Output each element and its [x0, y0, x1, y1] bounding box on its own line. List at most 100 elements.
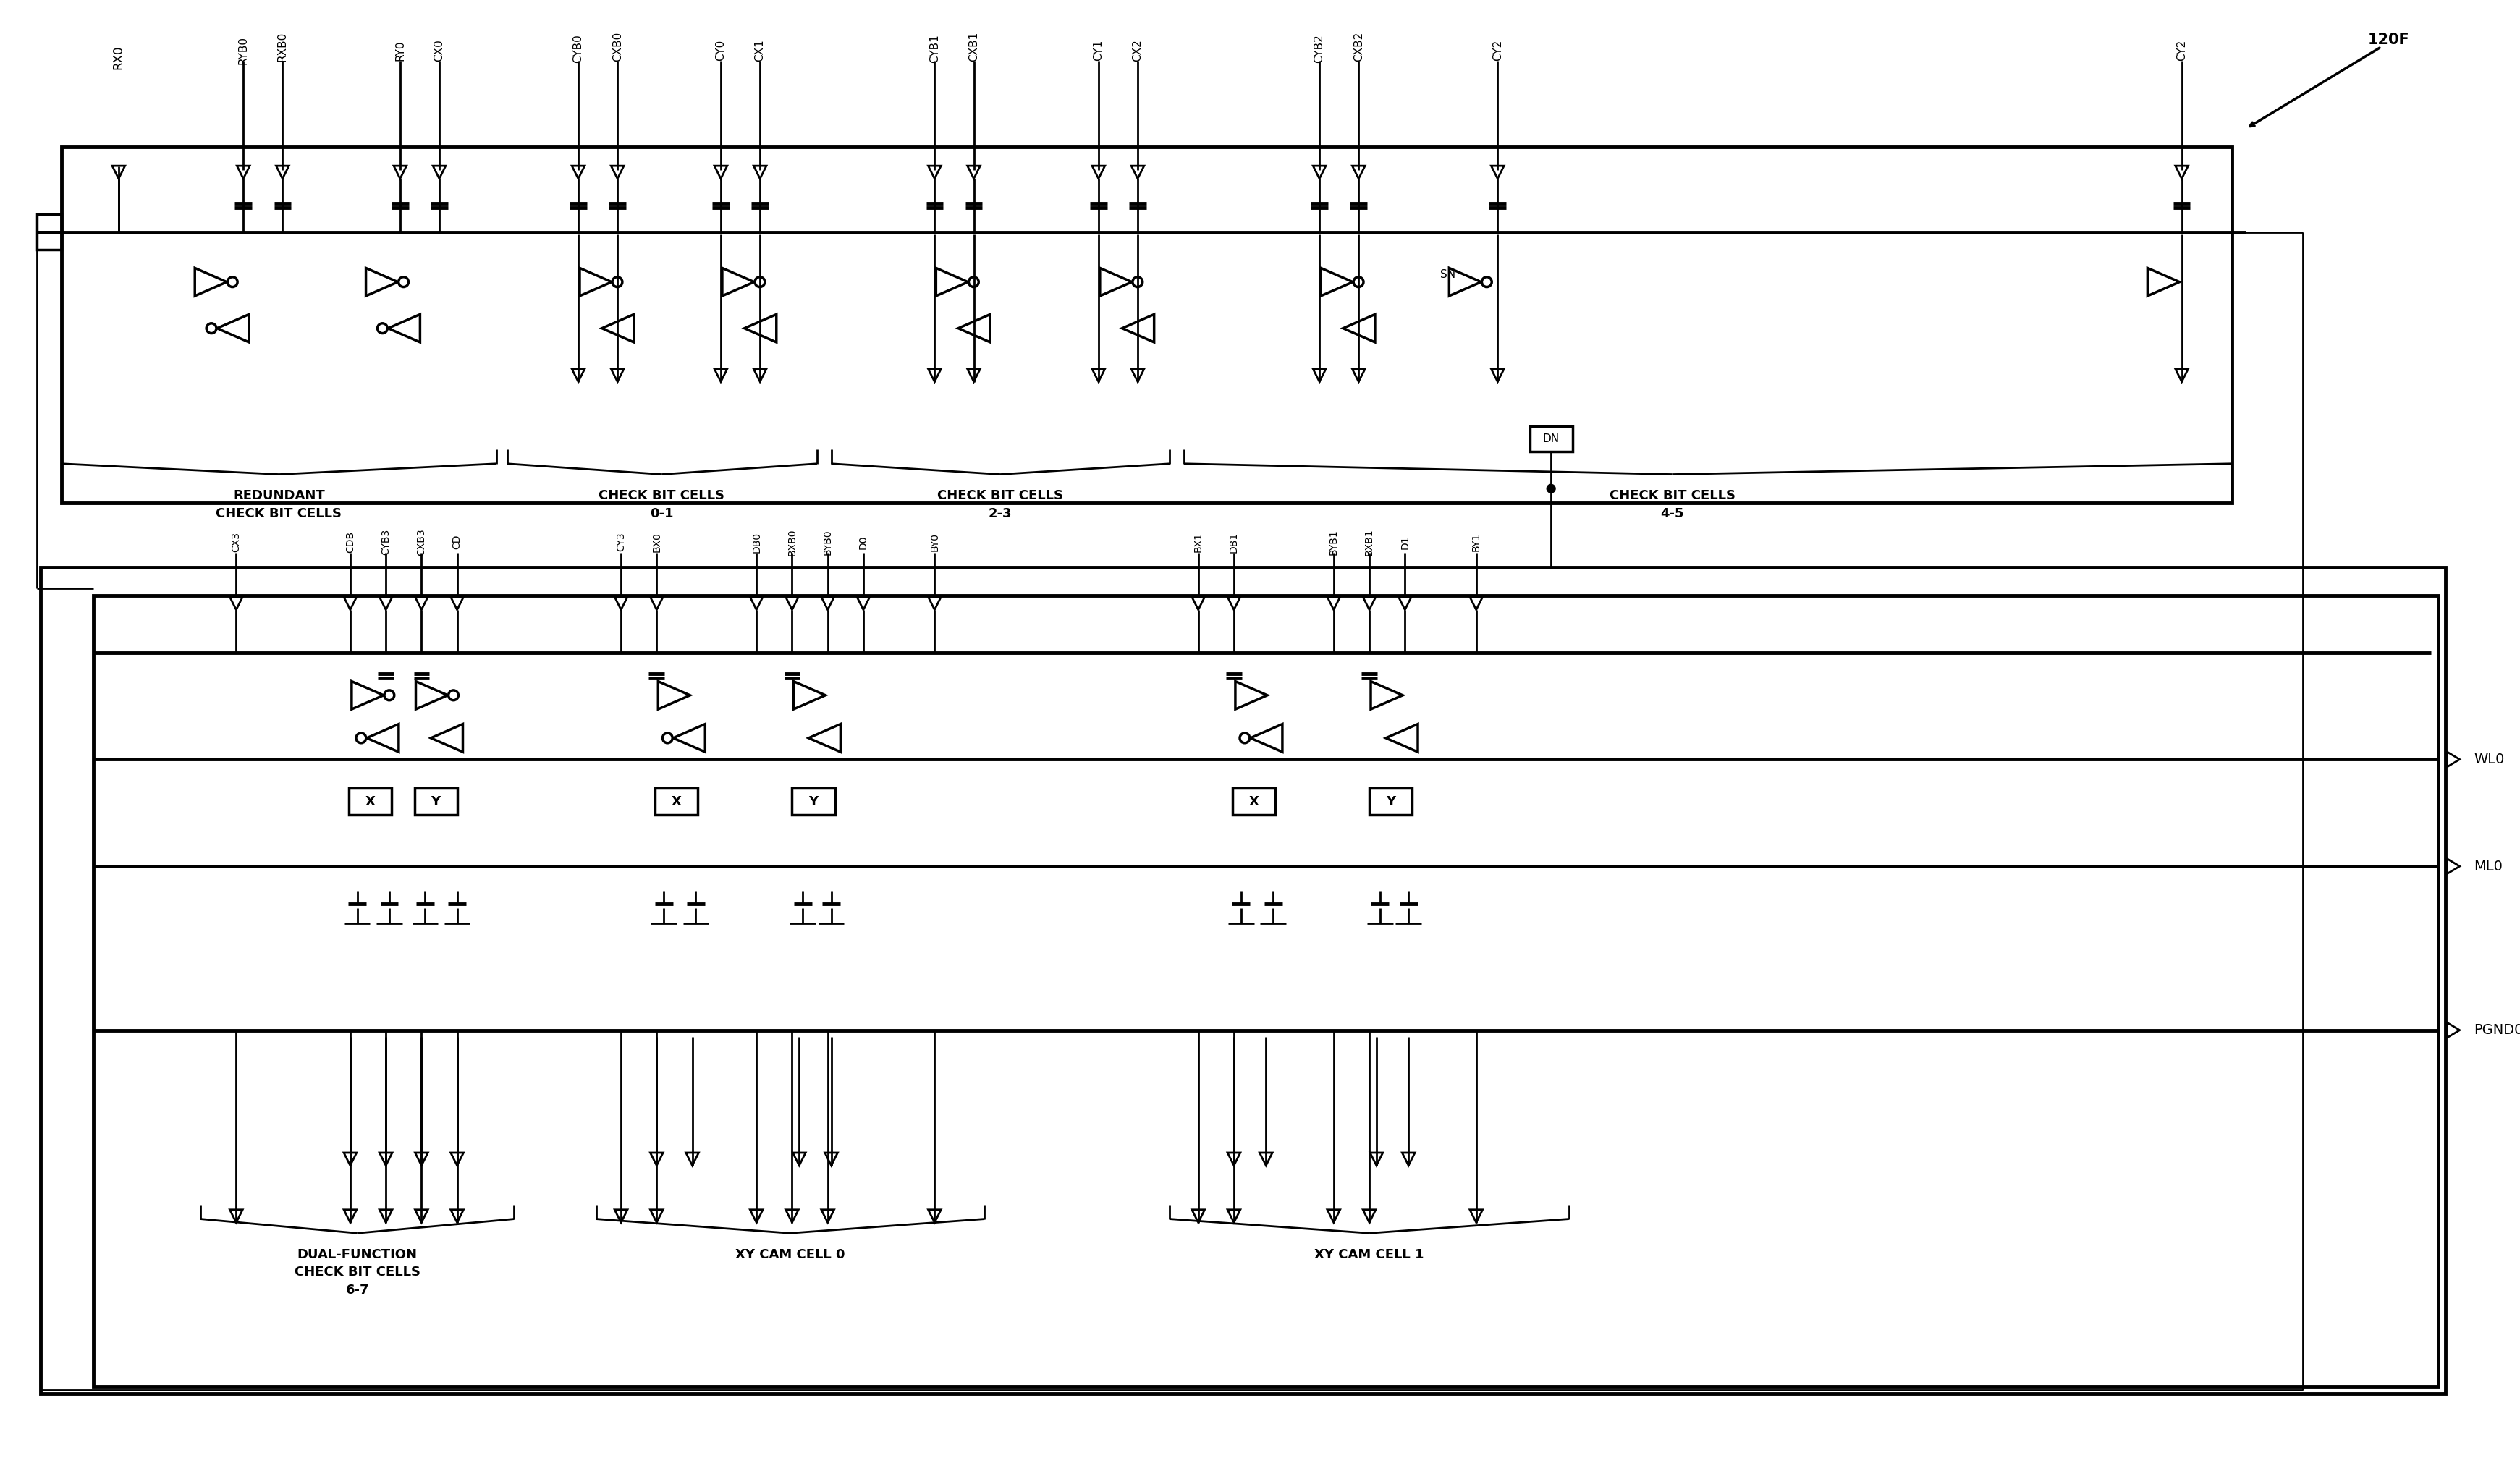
- Polygon shape: [2175, 369, 2187, 381]
- Polygon shape: [431, 724, 464, 752]
- Polygon shape: [2447, 1022, 2460, 1038]
- Polygon shape: [958, 314, 990, 342]
- Polygon shape: [416, 597, 428, 610]
- Polygon shape: [217, 314, 249, 342]
- Text: CDB: CDB: [345, 531, 355, 553]
- Text: RYB0: RYB0: [237, 37, 249, 65]
- Circle shape: [756, 277, 766, 287]
- Text: X: X: [673, 795, 680, 808]
- Bar: [60, 147, 2233, 503]
- Polygon shape: [1099, 268, 1131, 296]
- Circle shape: [1131, 277, 1142, 287]
- Polygon shape: [809, 724, 842, 752]
- Polygon shape: [1313, 166, 1326, 179]
- Bar: [1368, 787, 1411, 815]
- Text: CY2: CY2: [2177, 40, 2187, 62]
- Text: CYB1: CYB1: [930, 34, 940, 63]
- Text: BYB0: BYB0: [822, 529, 832, 556]
- Text: CY1: CY1: [1094, 40, 1104, 62]
- Polygon shape: [365, 268, 398, 296]
- Polygon shape: [1192, 597, 1205, 610]
- Text: CYB0: CYB0: [572, 34, 585, 63]
- Polygon shape: [353, 682, 383, 710]
- Polygon shape: [194, 268, 227, 296]
- Polygon shape: [416, 1152, 428, 1165]
- Text: CHECK BIT CELLS: CHECK BIT CELLS: [1610, 490, 1736, 503]
- Text: CY2: CY2: [1492, 40, 1502, 62]
- Polygon shape: [1469, 597, 1482, 610]
- Text: CXB0: CXB0: [612, 32, 622, 62]
- Polygon shape: [743, 314, 776, 342]
- Circle shape: [449, 690, 459, 701]
- Polygon shape: [794, 682, 827, 710]
- Polygon shape: [381, 597, 393, 610]
- Polygon shape: [713, 166, 728, 179]
- Text: 2-3: 2-3: [988, 507, 1013, 520]
- Text: 120F: 120F: [2366, 32, 2409, 47]
- Polygon shape: [416, 1209, 428, 1223]
- Polygon shape: [343, 1152, 358, 1165]
- Text: CX0: CX0: [433, 40, 444, 62]
- Polygon shape: [229, 1209, 242, 1223]
- Polygon shape: [1320, 268, 1353, 296]
- Polygon shape: [857, 597, 869, 610]
- Polygon shape: [602, 314, 635, 342]
- Polygon shape: [2147, 268, 2180, 296]
- Bar: [348, 787, 391, 815]
- Polygon shape: [713, 369, 728, 381]
- Polygon shape: [229, 597, 242, 610]
- Polygon shape: [1227, 1152, 1240, 1165]
- Polygon shape: [927, 597, 940, 610]
- Polygon shape: [968, 369, 980, 381]
- Circle shape: [612, 277, 622, 287]
- Polygon shape: [1353, 369, 1366, 381]
- Circle shape: [207, 324, 217, 333]
- Polygon shape: [433, 166, 446, 179]
- Polygon shape: [751, 597, 764, 610]
- Text: Y: Y: [431, 795, 441, 808]
- Text: CHECK BIT CELLS: CHECK BIT CELLS: [600, 490, 726, 503]
- Polygon shape: [368, 724, 398, 752]
- Polygon shape: [381, 1152, 393, 1165]
- Circle shape: [398, 277, 408, 287]
- Circle shape: [968, 277, 978, 287]
- Polygon shape: [1121, 314, 1154, 342]
- Text: CXB3: CXB3: [416, 528, 426, 556]
- Polygon shape: [927, 1209, 940, 1223]
- Circle shape: [1353, 277, 1363, 287]
- Polygon shape: [751, 1209, 764, 1223]
- Text: RY0: RY0: [396, 40, 406, 60]
- Polygon shape: [393, 166, 406, 179]
- Polygon shape: [824, 1152, 837, 1165]
- Text: RX0: RX0: [111, 45, 126, 70]
- Polygon shape: [572, 166, 585, 179]
- Polygon shape: [1363, 1209, 1376, 1223]
- Circle shape: [227, 277, 237, 287]
- Polygon shape: [935, 268, 968, 296]
- Polygon shape: [1250, 724, 1283, 752]
- Polygon shape: [615, 1209, 627, 1223]
- Text: DB1: DB1: [1230, 532, 1240, 553]
- Polygon shape: [1449, 268, 1482, 296]
- Polygon shape: [610, 369, 625, 381]
- Bar: [791, 787, 834, 815]
- Polygon shape: [277, 166, 290, 179]
- Polygon shape: [650, 1209, 663, 1223]
- Polygon shape: [2175, 166, 2187, 179]
- Text: Y: Y: [1386, 795, 1396, 808]
- Bar: [38, 214, 60, 249]
- Text: X: X: [1250, 795, 1260, 808]
- Polygon shape: [1313, 369, 1326, 381]
- Text: XY CAM CELL 1: XY CAM CELL 1: [1315, 1248, 1424, 1261]
- Bar: [413, 787, 456, 815]
- Polygon shape: [650, 597, 663, 610]
- Text: CHECK BIT CELLS: CHECK BIT CELLS: [937, 490, 1063, 503]
- Polygon shape: [113, 166, 126, 179]
- Circle shape: [355, 733, 365, 743]
- Polygon shape: [822, 1209, 834, 1223]
- Polygon shape: [343, 597, 358, 610]
- Polygon shape: [786, 597, 799, 610]
- Bar: [93, 595, 2439, 1387]
- Polygon shape: [1399, 597, 1411, 610]
- Text: CX1: CX1: [753, 40, 766, 62]
